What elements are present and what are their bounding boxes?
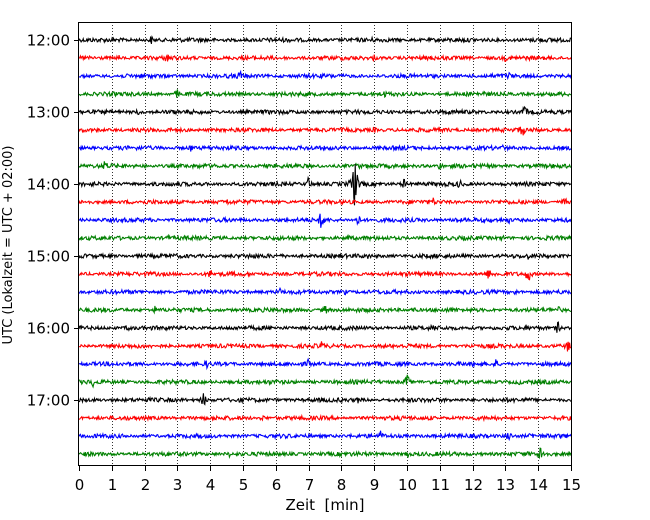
y-tick-label-5: 17:00 — [27, 392, 70, 410]
x-tick-label-12: 12 — [464, 476, 483, 494]
trace-1245 — [78, 89, 572, 99]
trace-1445 — [78, 233, 572, 243]
trace-1330 — [78, 143, 572, 153]
trace-1315 — [78, 126, 572, 136]
trace-1545 — [79, 305, 572, 315]
trace-1230 — [78, 69, 572, 81]
trace-1645 — [78, 374, 572, 389]
x-tick-label-13: 13 — [496, 476, 515, 494]
x-tick-label-15: 15 — [562, 476, 581, 494]
x-tick-label-0: 0 — [75, 476, 85, 494]
vertical-gridlines — [112, 22, 539, 466]
trace-1400 — [78, 164, 572, 206]
trace-1300 — [78, 105, 572, 117]
x-tick-label-7: 7 — [305, 476, 315, 494]
x-tick-label-14: 14 — [529, 476, 548, 494]
plot-frame — [78, 22, 572, 466]
y-tick-label-4: 16:00 — [27, 320, 70, 338]
x-tick-label-4: 4 — [206, 476, 216, 494]
y-axis-label: UTC (Lokalzeit = UTC + 02:00) — [1, 146, 16, 345]
x-axis-ticks: 0 1 2 3 4 5 6 7 8 9 10 11 12 13 14 15 — [75, 466, 581, 494]
trace-1500 — [78, 252, 572, 261]
trace-1515 — [78, 269, 572, 281]
trace-1700 — [78, 393, 572, 406]
trace-1730 — [78, 430, 572, 442]
trace-1630 — [78, 357, 572, 371]
trace-1530 — [78, 286, 572, 297]
trace-1215 — [78, 53, 572, 63]
x-tick-label-9: 9 — [370, 476, 380, 494]
x-tick-label-5: 5 — [239, 476, 249, 494]
y-tick-label-0: 12:00 — [27, 32, 70, 50]
trace-1715 — [78, 413, 572, 423]
trace-1615 — [78, 341, 572, 352]
x-axis-label: Zeit [min] — [285, 496, 364, 514]
trace-1745 — [78, 447, 572, 460]
seismogram-traces — [78, 35, 572, 460]
x-tick-label-6: 6 — [272, 476, 282, 494]
trace-1200 — [78, 35, 572, 45]
x-tick-label-1: 1 — [108, 476, 118, 494]
x-tick-label-2: 2 — [141, 476, 151, 494]
x-tick-label-11: 11 — [431, 476, 450, 494]
y-axis-ticks: 12:00 13:00 14:00 15:00 16:00 17:00 — [27, 32, 79, 410]
x-tick-label-3: 3 — [173, 476, 183, 494]
trace-1430 — [78, 213, 572, 228]
x-tick-label-10: 10 — [398, 476, 417, 494]
y-tick-label-1: 13:00 — [27, 104, 70, 122]
x-tick-label-8: 8 — [337, 476, 347, 494]
trace-1415 — [78, 197, 572, 206]
y-tick-label-2: 14:00 — [27, 176, 70, 194]
trace-1600 — [78, 321, 572, 333]
y-tick-label-3: 15:00 — [27, 248, 70, 266]
trace-1345 — [78, 161, 572, 171]
